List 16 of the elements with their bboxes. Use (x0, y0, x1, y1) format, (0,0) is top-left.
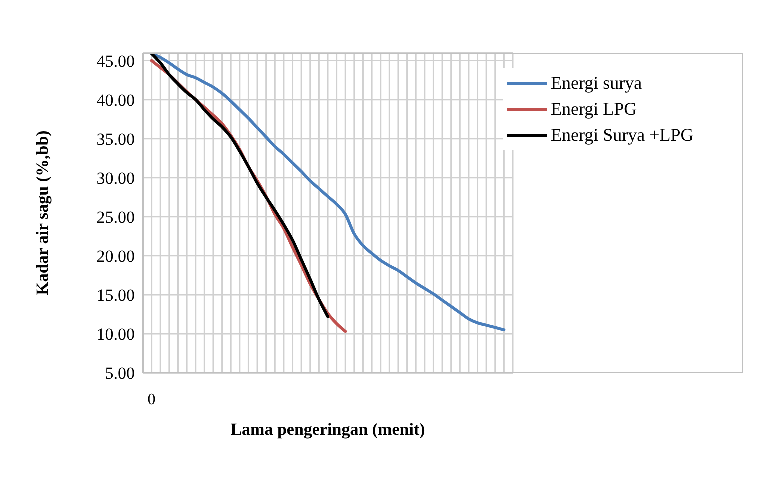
line-series (150, 53, 330, 318)
legend-label: Energi LPG (551, 98, 638, 121)
y-tick-label: 40.00 (96, 90, 135, 110)
y-tick-label: 10.00 (96, 325, 135, 344)
y-tick-label: 25.00 (96, 208, 135, 227)
x-tick-label: 0 (148, 391, 156, 408)
y-tick-label: 45.00 (96, 52, 135, 71)
y-tick-label: 5.00 (105, 364, 135, 384)
legend-label: Energi surya (551, 72, 642, 95)
y-axis-title: Kadar air sagu (%,bb) (33, 130, 52, 296)
x-axis-title: Lama pengeringan (menit) (230, 420, 426, 439)
y-tick-label: 15.00 (96, 286, 135, 305)
y-tick-label: 20.00 (96, 246, 135, 266)
y-tick-label: 30.00 (96, 168, 135, 188)
y-tick-label: 35.00 (96, 130, 135, 149)
legend-label: Energi Surya +LPG (551, 124, 694, 147)
